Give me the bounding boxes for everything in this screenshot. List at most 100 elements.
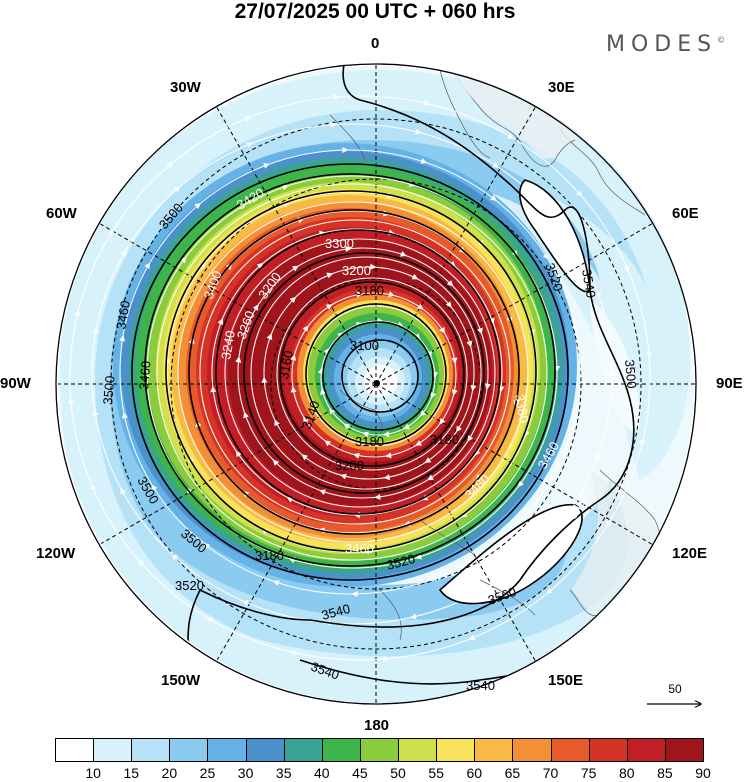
lon-label-150w: 150W [161, 672, 201, 689]
polar-map: 3100 3180 3200 3140 3180 3160 3200 3300 … [55, 63, 698, 705]
colorbar-tick-label: 50 [390, 765, 406, 781]
wind-arrowhead [151, 484, 158, 491]
wind-arrowhead [329, 407, 336, 415]
wind-arrowhead [411, 273, 419, 280]
contour-label: 3100 [350, 338, 379, 353]
wind-arrowhead [640, 439, 646, 447]
wind-arrowhead [383, 474, 390, 481]
colorbar-tick-label: 75 [580, 765, 597, 781]
wind-arrowhead [206, 617, 213, 623]
colorbar-tick-label: 55 [428, 765, 444, 781]
wind-arrowhead [507, 133, 514, 139]
wind-arrowhead [319, 489, 326, 495]
copyright-mark: © [717, 35, 726, 45]
wind-arrowhead [333, 94, 340, 101]
wind-arrowhead [243, 411, 249, 419]
reference-arrow-icon [647, 682, 705, 712]
wind-arrowhead [449, 260, 456, 268]
reference-vector: 50 [645, 682, 705, 712]
contour-label: 3500 [622, 359, 639, 389]
contour-label: 3500 [100, 375, 117, 405]
wind-arrowhead [92, 327, 99, 334]
wind-arrowhead [272, 580, 280, 586]
wind-arrowhead [324, 440, 331, 447]
wind-arrowhead [439, 326, 445, 334]
wind-arrowhead [415, 440, 423, 446]
graticule [58, 63, 698, 703]
wind-arrowhead [292, 265, 299, 272]
wind-arrowhead [137, 559, 145, 566]
wind-arrowhead [199, 262, 206, 269]
wind-arrowhead [302, 325, 309, 332]
wind-arrowhead [340, 473, 347, 480]
wind-arrowhead [144, 262, 150, 270]
wind-arrowhead [194, 202, 201, 210]
wind-arrowhead [420, 158, 428, 164]
colorbar-cell [588, 738, 628, 762]
wind-arrowhead [417, 303, 424, 310]
wind-arrowhead [546, 587, 553, 594]
wind-arrowhead [290, 354, 297, 361]
wind-arrowhead [171, 554, 178, 561]
wind-arrowhead [595, 291, 601, 299]
wind-arrowhead [108, 228, 115, 236]
colorbar-cell [626, 738, 666, 762]
wind-arrowhead [180, 256, 187, 264]
contour-label: 3300 [325, 236, 354, 251]
wind-arrowhead [446, 280, 454, 287]
colorbar-tick-label: 85 [657, 765, 673, 781]
wind-arrowhead [490, 194, 497, 201]
contour-label: 3540 [579, 268, 599, 299]
wind-arrowhead [242, 600, 249, 606]
wind-arrowhead [68, 397, 75, 404]
wind-arrowhead [439, 418, 446, 425]
colorbar-tick-label: 70 [542, 765, 559, 781]
wind-arrowhead [119, 335, 126, 342]
colorbar-cell [436, 738, 476, 762]
wind-arrowhead [343, 423, 351, 430]
wind-arrowhead [553, 525, 560, 533]
map-boundary [55, 63, 697, 705]
wind-arrowhead [235, 450, 242, 458]
colorbar-cell [207, 738, 247, 762]
lon-label-150e: 150E [548, 672, 584, 689]
wind-arrowhead [274, 419, 280, 427]
wind-arrowhead [554, 218, 561, 225]
height-contours [131, 63, 691, 685]
wind-arrowhead [272, 459, 280, 466]
wind-arrowhead [466, 340, 473, 348]
wind-arrowhead [492, 162, 500, 168]
contour-label: 3460 [345, 541, 374, 556]
wind-arrowhead [289, 296, 297, 304]
wind-arrowhead [351, 591, 358, 597]
wind-arrowhead [605, 520, 612, 528]
wind-arrowhead [325, 304, 333, 310]
colorbar-tick-label: 30 [237, 765, 254, 781]
wind-arrowhead [266, 333, 273, 340]
wind-arrowhead [301, 454, 308, 461]
wind-arrowhead [420, 410, 427, 417]
wind-arrowhead [289, 650, 297, 656]
colorbar-tick-label: 80 [618, 765, 635, 781]
wind-arrowhead [263, 163, 270, 169]
wind-arrowhead [415, 128, 422, 135]
contour-label: 3380 [512, 393, 532, 424]
contour-label: 3180 [430, 432, 459, 447]
wind-arrowhead [252, 304, 259, 311]
colorbar-cell [550, 738, 590, 762]
colorbar-tick-label: 40 [314, 765, 330, 781]
wind-arrowhead [188, 456, 194, 463]
colorbar-cell [321, 738, 361, 762]
wind-arrowhead [120, 250, 127, 257]
wind-arrowhead [400, 251, 407, 257]
wind-arrowhead [380, 655, 387, 662]
colorbar-tick-label: 35 [275, 765, 292, 781]
wind-arrowhead [374, 494, 381, 500]
contour-label: 3520 [385, 551, 417, 573]
wind-arrowhead [489, 580, 496, 587]
wind-arrowhead [575, 190, 583, 197]
wind-arrowhead [477, 327, 483, 335]
colorbar-cell [55, 738, 95, 762]
wind-arrowhead [460, 511, 468, 518]
contour-label: 3460 [113, 299, 133, 330]
